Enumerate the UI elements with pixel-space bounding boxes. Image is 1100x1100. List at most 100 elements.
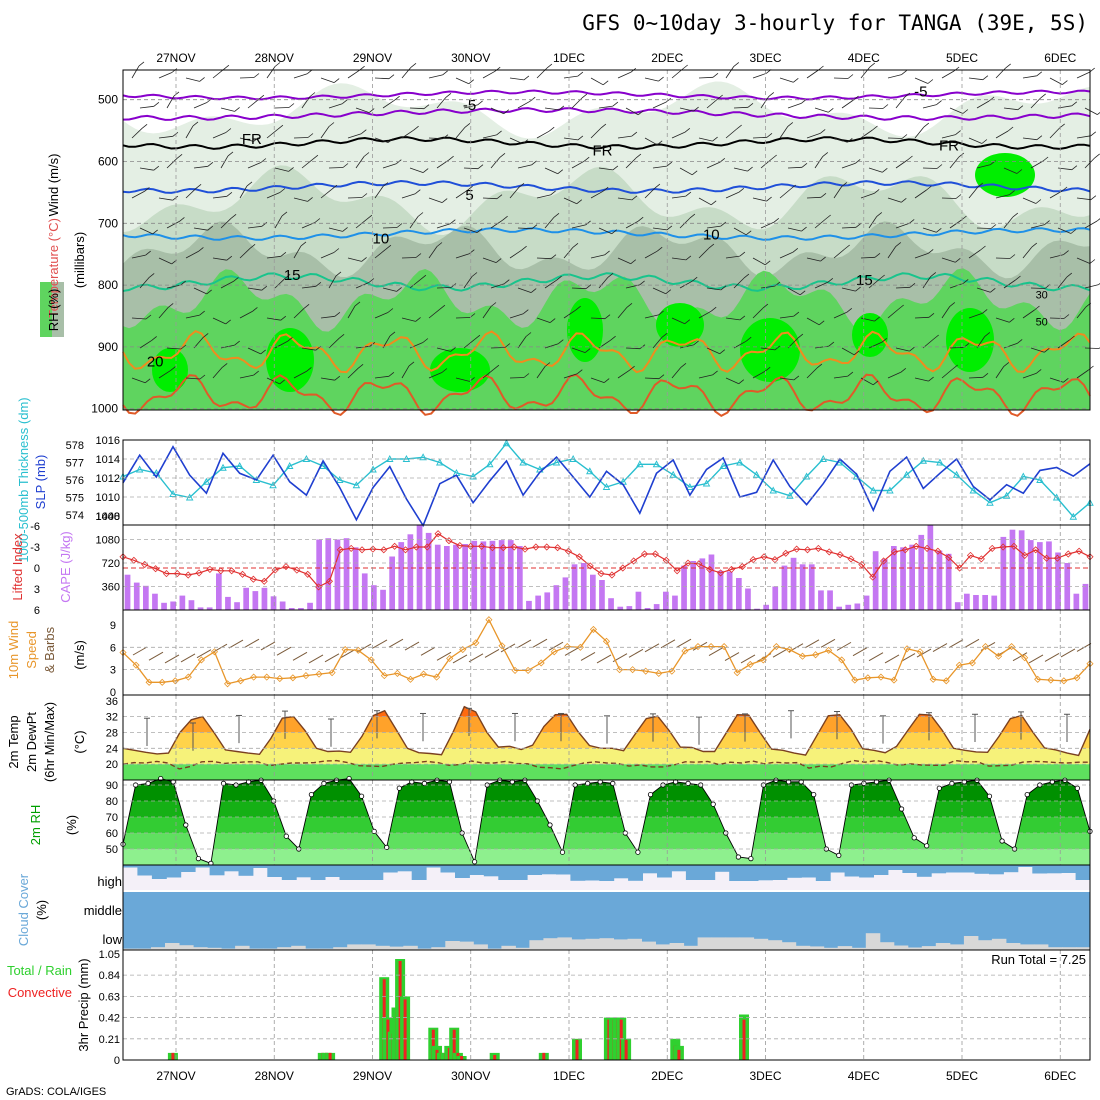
wind10m-barb bbox=[276, 646, 292, 656]
wind10m-tick-label: 0 bbox=[110, 687, 116, 699]
cape-bar bbox=[644, 608, 651, 610]
cloud-high-bar bbox=[628, 865, 643, 881]
wind-barb-flag bbox=[901, 197, 907, 203]
thickness-point bbox=[702, 479, 711, 487]
wind-barb bbox=[806, 257, 821, 262]
cloud-low-bar bbox=[193, 947, 208, 950]
wind-barb bbox=[509, 187, 520, 199]
wind-barb bbox=[860, 377, 874, 386]
cape-bar bbox=[973, 595, 979, 610]
wind-barb bbox=[625, 220, 639, 229]
wind-barb-flag bbox=[253, 137, 259, 142]
wind10m-barb bbox=[148, 651, 164, 661]
wind10m-barb bbox=[820, 638, 836, 648]
wind-barb bbox=[617, 307, 628, 319]
cape-bar bbox=[252, 591, 259, 610]
lifted-index-point bbox=[640, 550, 649, 558]
cloud-high-bar bbox=[801, 865, 817, 878]
wind-barb bbox=[625, 107, 639, 116]
wind-barb bbox=[833, 77, 849, 79]
cape-bar bbox=[909, 544, 915, 610]
wind-barb-flag bbox=[666, 225, 673, 231]
lifted-index-point bbox=[858, 560, 866, 569]
wind-barb bbox=[706, 161, 720, 169]
precip-convective-bar bbox=[624, 1039, 628, 1060]
cloud-high-bar bbox=[743, 865, 759, 881]
wind-barb bbox=[652, 337, 663, 349]
cape-bar bbox=[580, 563, 587, 610]
wind-barb-flag bbox=[342, 227, 348, 232]
precip-total-label: Total / Rain bbox=[7, 963, 72, 978]
lifted-index-point bbox=[1086, 553, 1094, 561]
wind-barb-flag bbox=[153, 165, 160, 171]
wind-barb-flag bbox=[710, 306, 717, 312]
wind-barb bbox=[212, 195, 227, 199]
wind-barb-flag bbox=[410, 62, 417, 68]
wind-barb-flag bbox=[685, 191, 692, 197]
wind-barb bbox=[949, 107, 964, 114]
wind10m-barb bbox=[1060, 648, 1076, 658]
cloud-low-bar bbox=[431, 947, 446, 950]
date-label-bottom: 27NOV bbox=[156, 1069, 195, 1083]
rh-high-cell bbox=[152, 348, 188, 392]
slp-tick-label: 1014 bbox=[96, 454, 120, 466]
rh2m-point bbox=[635, 849, 641, 855]
rh-high-cell bbox=[975, 153, 1035, 197]
wind10m-point bbox=[838, 656, 846, 664]
wind-barb-flag bbox=[439, 304, 446, 310]
thickness-tick-label: 576 bbox=[66, 475, 84, 487]
wind10m-barb bbox=[212, 643, 228, 653]
cloud-low-bar bbox=[333, 947, 348, 950]
wind-barb-flag bbox=[828, 341, 835, 347]
wind10m-point bbox=[433, 673, 441, 681]
cape-bar bbox=[179, 595, 186, 610]
wind-barb-flag bbox=[637, 216, 644, 222]
cloud-high-bar bbox=[1003, 865, 1019, 873]
wind-barb bbox=[185, 377, 201, 380]
wind-barb-flag bbox=[1034, 305, 1040, 311]
wind-barb bbox=[733, 106, 749, 109]
wind-barb-flag bbox=[490, 302, 497, 307]
wind-barb-flag bbox=[869, 62, 876, 68]
lifted-index-point bbox=[847, 555, 855, 563]
wind10m-point bbox=[668, 667, 676, 675]
wind-barb bbox=[328, 103, 343, 109]
lifted-tick-label: 6 bbox=[34, 605, 40, 617]
wind-barb-flag bbox=[766, 196, 772, 202]
temp2m-label-3: (6hr Min/Max) bbox=[42, 702, 57, 782]
wind-barb bbox=[455, 127, 466, 139]
cape-bar bbox=[170, 601, 176, 610]
wind-barb-flag bbox=[199, 310, 205, 316]
cape-bar bbox=[471, 540, 478, 610]
cape-tick-label: 1080 bbox=[96, 534, 120, 546]
wind-barb-flag bbox=[712, 136, 718, 142]
wind-barb-flag bbox=[577, 135, 584, 141]
wind-barb-flag bbox=[639, 280, 645, 286]
precip-convective-bar bbox=[575, 1039, 579, 1060]
cloud-low-bar bbox=[711, 937, 727, 950]
cape-tick-label: 1440 bbox=[96, 511, 120, 523]
cape-bar bbox=[808, 564, 815, 610]
wind-barb-flag bbox=[656, 246, 663, 252]
wind-barb-flag bbox=[221, 363, 228, 368]
wind-barb bbox=[401, 67, 412, 79]
wind-barb bbox=[671, 195, 686, 199]
precip-convective-bar bbox=[452, 1029, 456, 1060]
rh-legend-swatch bbox=[40, 282, 52, 337]
wind10m-barb bbox=[804, 639, 820, 649]
wind-barb bbox=[833, 375, 848, 379]
lifted-index-point bbox=[152, 565, 160, 573]
wind-barb-flag bbox=[793, 375, 800, 381]
precip-tick-label: 0.63 bbox=[99, 991, 120, 1003]
wind-barb bbox=[887, 371, 901, 379]
cloud-low-bar bbox=[249, 948, 264, 950]
rh-high-cell bbox=[740, 318, 800, 382]
wind-barb-flag bbox=[141, 123, 148, 129]
wind-barb-flag bbox=[138, 61, 145, 67]
lifted-index-point bbox=[706, 565, 714, 573]
wind-barb-flag bbox=[202, 333, 209, 338]
temp2m-tick-label: 32 bbox=[106, 712, 118, 724]
lifted-index-point bbox=[249, 575, 257, 583]
cape-bar bbox=[288, 608, 295, 610]
wind-barb-flag bbox=[281, 211, 288, 217]
